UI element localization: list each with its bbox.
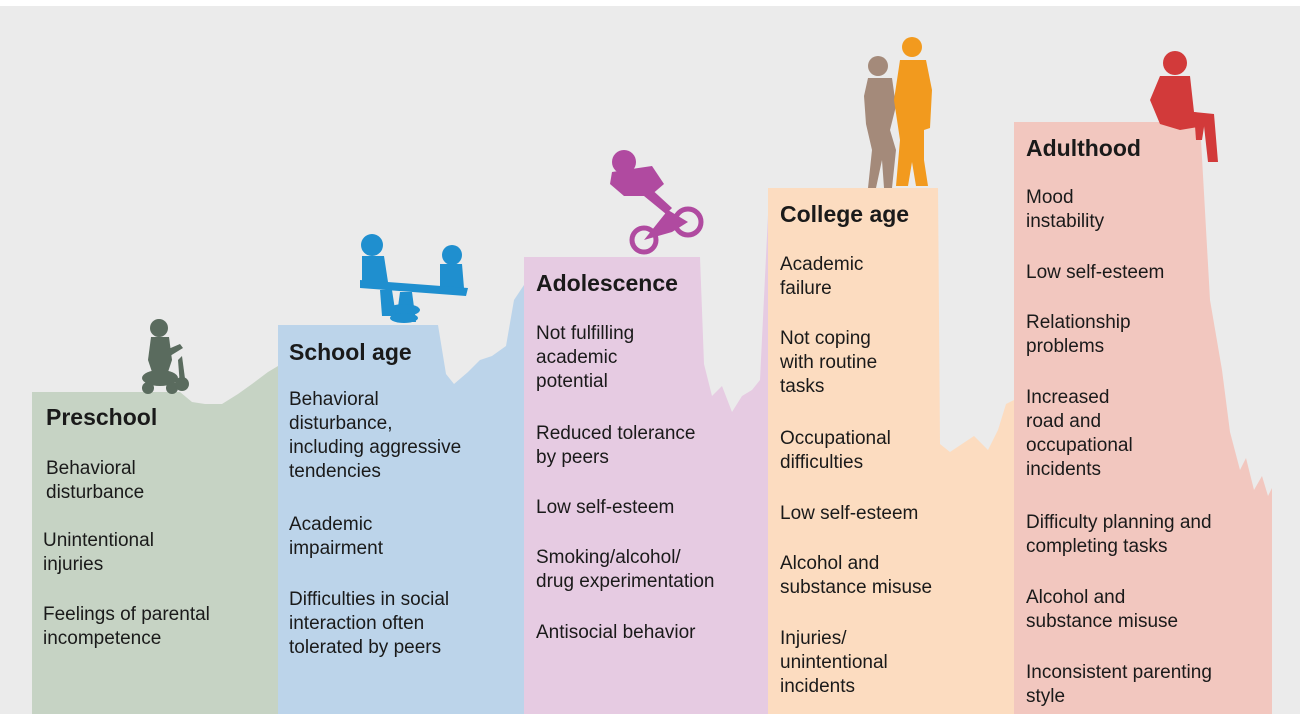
- embracing-couple-icon: [864, 37, 932, 188]
- stage-item: Smoking/alcohol/drug experimentation: [536, 547, 715, 592]
- stage-item: Feelings of parental incompetence: [43, 604, 210, 649]
- college-age-column: [768, 188, 1014, 714]
- stage-item: Not coping with routine tasks: [780, 328, 878, 397]
- school-age-column: [278, 285, 524, 714]
- children-on-seesaw-icon: [360, 234, 468, 323]
- stage-item: Difficulty planning and completing tasks: [1026, 512, 1212, 557]
- adolescence-column: [524, 215, 768, 714]
- stage-title: Adolescence: [536, 270, 678, 296]
- stage-item: Behavioral disturbance, including aggressi…: [289, 389, 462, 482]
- woman-figure-icon: [864, 56, 896, 188]
- stage-item: Mood instability: [1026, 187, 1105, 232]
- stage-item: Low self-esteem: [1026, 262, 1165, 283]
- stage-item: Behavioral disturbance: [46, 458, 145, 503]
- stage-item: Alcohol and substance misuse: [780, 553, 933, 598]
- stage-item: Not fulfilling academic potential: [536, 323, 635, 392]
- stage-item: Alcohol and substance misuse: [1026, 587, 1179, 632]
- stage-title: School age: [289, 339, 412, 365]
- stage-item: Occupational difficulties: [780, 428, 891, 473]
- seated-adult-icon: [1150, 51, 1218, 162]
- stage-item: Increased road and occupational incidents: [1026, 387, 1133, 480]
- preschool-column: [32, 366, 278, 714]
- stage-title: College age: [780, 201, 910, 227]
- child-on-ride-toy-icon: [142, 319, 189, 394]
- stage-item: Relationship problems: [1026, 312, 1131, 357]
- stage-item: Injuries/unintentional incidents: [780, 628, 888, 697]
- stage-item: Low self-esteem: [536, 497, 675, 518]
- stage-item: Unintentional injuries: [43, 530, 154, 575]
- stage-item: Antisocial behavior: [536, 622, 696, 643]
- bmx-rider-icon: [610, 150, 704, 255]
- stage-item: Inconsistent parenting style: [1026, 662, 1212, 707]
- man-figure-icon: [894, 37, 932, 186]
- stage-item: Low self-esteem: [780, 503, 919, 524]
- adulthood-column: [1014, 122, 1272, 714]
- stage-item: Reduced tolerance by peers: [536, 423, 696, 468]
- stage-title: Adulthood: [1026, 135, 1141, 161]
- stage-item: Academic failure: [780, 254, 864, 299]
- stage-item: Academic impairment: [289, 514, 383, 559]
- stage-title: Preschool: [46, 404, 158, 430]
- stage-item: Difficulties in social interaction often t…: [289, 589, 450, 658]
